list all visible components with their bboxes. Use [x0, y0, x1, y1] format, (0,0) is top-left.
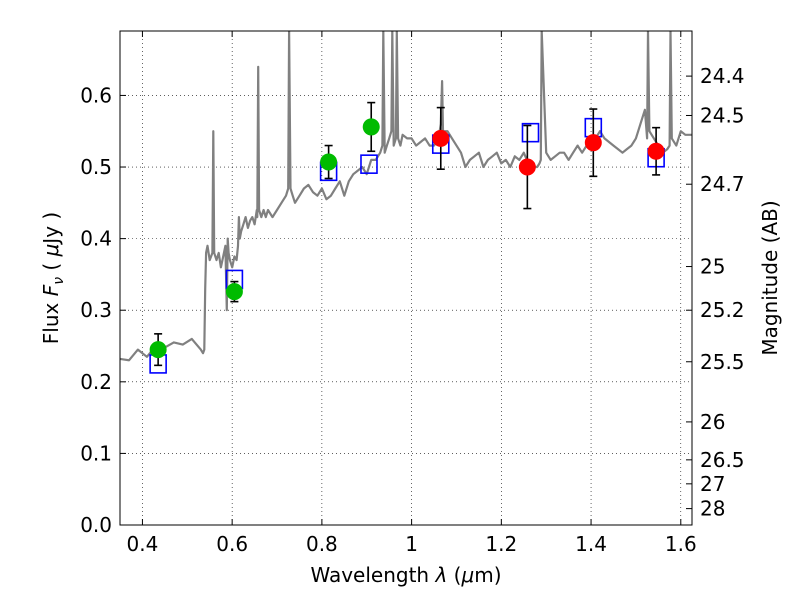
y2-tick-label: 27	[700, 472, 725, 496]
y-tick-label: 0.4	[80, 227, 112, 251]
y-tick-label: 0.3	[80, 298, 112, 322]
observed-point	[149, 341, 167, 359]
plot-area	[120, 31, 692, 374]
y2-tick-label: 24.5	[700, 103, 745, 127]
axis-ticks: 0.4 0.6 0.8 1 1.2 1.4 1.6 0.0 0.1 0.2 0.3 0.4 0.5 0.6…	[80, 31, 745, 556]
y-tick-label: 0.0	[80, 513, 112, 537]
observed-point	[647, 142, 665, 160]
observed-point	[362, 118, 380, 136]
x-tick-label: 0.4	[127, 532, 159, 556]
plot-frame	[119, 30, 693, 526]
observed-point	[518, 158, 536, 176]
y2-tick-label: 25.5	[700, 350, 745, 374]
y-tick-label: 0.1	[80, 441, 112, 465]
x-tick-label: 1.4	[575, 532, 607, 556]
model-photometry-marker	[360, 154, 378, 174]
observed-point	[225, 283, 243, 301]
y2-tick-label: 24.4	[700, 64, 745, 88]
y2-tick-label: 28	[700, 497, 725, 521]
y2-tick-label: 25.2	[700, 298, 745, 322]
y2-tick-label: 24.7	[700, 172, 745, 196]
x-tick-label: 1.2	[485, 532, 517, 556]
observed-point	[432, 129, 450, 147]
observed-point	[584, 134, 602, 152]
y-tick-label: 0.5	[80, 155, 112, 179]
y2-tick-label: 26	[700, 410, 725, 434]
observed-point	[320, 153, 338, 171]
x-tick-label: 1.6	[665, 532, 697, 556]
y2-axis-label: Magnitude (AB)	[758, 200, 782, 355]
y2-tick-label: 26.5	[700, 448, 745, 472]
x-axis-label: Wavelength λ (μm)	[310, 563, 501, 587]
y2-tick-label: 25	[700, 255, 725, 279]
x-tick-label: 0.8	[306, 532, 338, 556]
y-tick-label: 0.6	[80, 83, 112, 107]
x-tick-label: 1	[405, 532, 418, 556]
y-axis-label: Flux Fν ( μJy )	[39, 212, 67, 344]
x-tick-label: 0.6	[216, 532, 248, 556]
model-photometry-marker	[521, 122, 540, 143]
y-tick-label: 0.2	[80, 370, 112, 394]
